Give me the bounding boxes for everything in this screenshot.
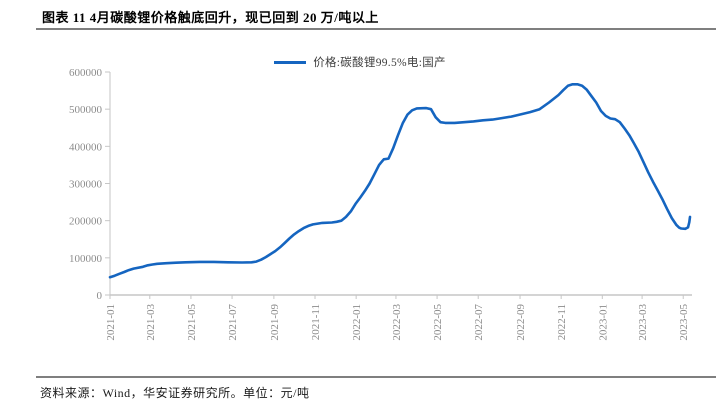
page-title: 图表 11 4月碳酸锂价格触底回升，现已回到 20 万/吨以上	[42, 10, 379, 25]
x-tick-label: 2021-05	[186, 304, 198, 341]
x-tick-label: 2023-05	[678, 304, 690, 341]
x-tick-label: 2022-07	[473, 304, 485, 341]
price-line	[108, 83, 692, 279]
source-note: 资料来源：Wind，华安证券研究所。单位：元/吨	[40, 386, 310, 400]
y-tick-label: 500000	[69, 104, 103, 116]
y-tick-label: 300000	[69, 179, 103, 191]
legend-line-swatch	[274, 60, 307, 64]
x-tick-label: 2022-05	[432, 304, 444, 341]
x-tick-label: 2022-01	[351, 304, 363, 341]
x-tick-label: 2023-01	[597, 304, 609, 341]
x-tick-label: 2021-09	[269, 304, 281, 341]
x-tick-label: 2023-03	[637, 304, 649, 341]
x-tick-label: 2021-03	[145, 304, 157, 341]
y-tick-label: 0	[97, 290, 103, 302]
legend-series-label: 价格:碳酸锂99.5%电:国产	[313, 57, 446, 69]
x-tick-label: 2022-11	[556, 304, 568, 340]
x-tick-label: 2022-09	[515, 304, 527, 341]
x-tick-label: 2021-01	[105, 304, 117, 341]
x-tick-label: 2021-07	[227, 304, 239, 341]
y-tick-label: 200000	[69, 216, 103, 228]
y-tick-label: 400000	[69, 141, 103, 153]
chart-legend: 价格:碳酸锂99.5%电:国产	[0, 54, 720, 70]
footer-rule	[36, 376, 716, 378]
x-tick-label: 2021-11	[310, 304, 322, 340]
x-tick-label: 2022-03	[391, 304, 403, 341]
title-rule	[36, 28, 716, 30]
y-tick-label: 600000	[69, 67, 103, 79]
y-tick-label: 100000	[69, 253, 103, 265]
